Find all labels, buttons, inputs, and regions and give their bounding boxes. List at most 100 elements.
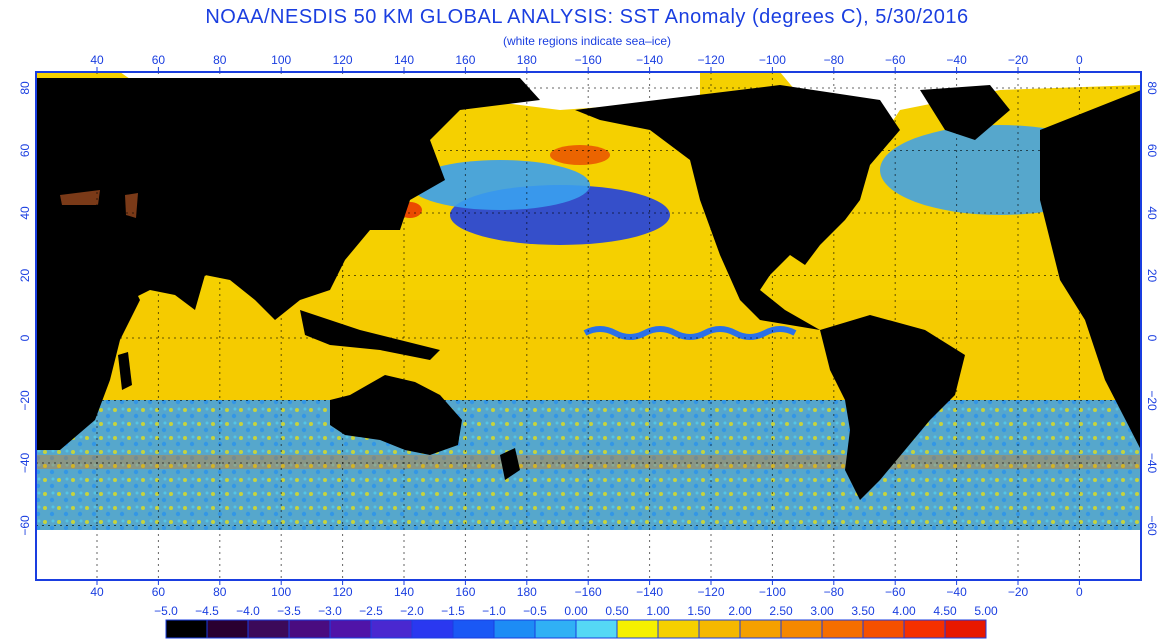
maritime-continent-islands — [300, 310, 440, 360]
colorbar-swatch — [206, 619, 249, 639]
lon-tick-label-bottom: −100 — [759, 585, 786, 599]
lon-tick-label-top: 160 — [455, 53, 475, 67]
map-title: NOAA/NESDIS 50 KM GLOBAL ANALYSIS: SST A… — [205, 6, 969, 28]
equatorial-cold-tongue — [583, 326, 797, 340]
colorbar-swatch — [698, 619, 741, 639]
colorbar — [165, 619, 987, 639]
colorbar-label: 1.50 — [687, 604, 711, 618]
south-america-landmass — [820, 315, 965, 500]
lon-tick-label-bottom: 80 — [213, 585, 227, 599]
lat-tick-label-left: −20 — [18, 390, 32, 411]
colorbar-swatch — [657, 619, 700, 639]
greenland-landmass — [920, 85, 1010, 140]
colorbar-swatch — [575, 619, 618, 639]
lat-tick-label-left: 20 — [18, 269, 32, 283]
lon-tick-label-top: 180 — [517, 53, 537, 67]
lat-tick-label-right: 80 — [1145, 81, 1159, 95]
caspian-sea — [60, 190, 100, 205]
lon-tick-label-bottom: −80 — [824, 585, 845, 599]
lon-tick-label-bottom: −160 — [575, 585, 602, 599]
lon-tick-label-top: 0 — [1076, 53, 1083, 67]
colorbar-label: 1.00 — [646, 604, 670, 618]
lon-tick-label-bottom: −60 — [885, 585, 906, 599]
lat-tick-label-left: 60 — [18, 144, 32, 158]
colorbar-label: −3.5 — [277, 604, 301, 618]
lon-tick-label-top: −40 — [946, 53, 967, 67]
colorbar-label: −0.5 — [523, 604, 547, 618]
colorbar-label: 0.50 — [605, 604, 629, 618]
colorbar-label: 0.00 — [564, 604, 588, 618]
colorbar-label: −4.0 — [236, 604, 260, 618]
lon-tick-label-top: 80 — [213, 53, 227, 67]
colorbar-label: 2.50 — [769, 604, 793, 618]
colorbar-swatch — [862, 619, 905, 639]
lat-tick-label-right: −60 — [1145, 515, 1159, 536]
lat-tick-label-left: −40 — [18, 452, 32, 473]
lon-tick-label-bottom: 180 — [517, 585, 537, 599]
lon-tick-label-bottom: −120 — [697, 585, 724, 599]
lon-tick-label-bottom: 0 — [1076, 585, 1083, 599]
europe-africa-east-landmass — [1040, 90, 1141, 450]
lon-tick-label-top: −140 — [636, 53, 663, 67]
colorbar-label: 2.00 — [728, 604, 752, 618]
colorbar-label: −3.0 — [318, 604, 342, 618]
lon-tick-label-top: 40 — [90, 53, 104, 67]
lat-tick-label-left: 80 — [18, 81, 32, 95]
lat-tick-label-right: 40 — [1145, 206, 1159, 220]
colorbar-swatch — [288, 619, 331, 639]
australia-landmass — [330, 375, 462, 455]
colorbar-swatch — [493, 619, 536, 639]
lon-tick-label-top: −100 — [759, 53, 786, 67]
lat-tick-label-right: 20 — [1145, 269, 1159, 283]
lat-tick-label-left: 40 — [18, 206, 32, 220]
colorbar-swatch — [329, 619, 372, 639]
longitude-ticks-top: 40 60 80 100 120 140 160 180 −160 −140 −120 −100 −80… — [90, 53, 1083, 72]
colorbar-label: 5.00 — [974, 604, 998, 618]
colorbar-swatch — [534, 619, 577, 639]
africa-landmass — [36, 225, 140, 450]
lon-tick-label-top: 120 — [333, 53, 353, 67]
lat-lon-gridlines — [36, 72, 1141, 580]
bering-warm-patch — [550, 145, 610, 165]
lon-tick-label-top: 140 — [394, 53, 414, 67]
colorbar-swatch — [903, 619, 946, 639]
lon-tick-label-top: 60 — [152, 53, 166, 67]
lon-tick-label-bottom: −40 — [946, 585, 967, 599]
madagascar-landmass — [118, 352, 132, 390]
lat-tick-label-right: −40 — [1145, 453, 1159, 474]
lon-tick-label-bottom: 160 — [455, 585, 475, 599]
map-frame — [35, 71, 1142, 581]
lon-tick-label-top: −80 — [824, 53, 845, 67]
colorbar-labels: −5.0 −4.5 −4.0 −3.5 −3.0 −2.5 −2.0 −1.5 −1.0 −0.5… — [154, 604, 998, 618]
colorbar-swatch — [780, 619, 823, 639]
colorbar-swatch — [821, 619, 864, 639]
latitude-ticks-left: 80 60 40 20 0 −20 −40 −60 — [18, 81, 32, 536]
colorbar-label: 3.00 — [810, 604, 834, 618]
colorbar-swatch — [165, 619, 208, 639]
colorbar-label: 4.50 — [933, 604, 957, 618]
colorbar-swatch — [739, 619, 782, 639]
colorbar-swatch — [944, 619, 987, 639]
lon-tick-label-top: −20 — [1008, 53, 1029, 67]
antarctic-ice-edge — [36, 530, 1141, 548]
north-pacific-cool-anomaly — [410, 160, 590, 210]
new-zealand-landmass — [500, 448, 520, 480]
aral-lake — [125, 193, 138, 218]
colorbar-label: −1.0 — [482, 604, 506, 618]
colorbar-swatch — [247, 619, 290, 639]
lat-tick-label-left: 0 — [18, 334, 32, 341]
colorbar-label: −1.5 — [441, 604, 465, 618]
lat-tick-label-right: 0 — [1145, 335, 1159, 342]
colorbar-label: −4.5 — [195, 604, 219, 618]
lat-tick-label-left: −60 — [18, 515, 32, 536]
colorbar-label: 3.50 — [851, 604, 875, 618]
lon-tick-label-bottom: 40 — [90, 585, 104, 599]
lon-tick-label-top: −60 — [885, 53, 906, 67]
lon-tick-label-top: −120 — [697, 53, 724, 67]
colorbar-swatch — [452, 619, 495, 639]
lon-tick-label-bottom: 100 — [271, 585, 291, 599]
north-america-landmass — [575, 85, 900, 330]
lon-tick-label-top: 100 — [271, 53, 291, 67]
colorbar-label: −2.5 — [359, 604, 383, 618]
eurasia-landmass — [36, 78, 540, 320]
